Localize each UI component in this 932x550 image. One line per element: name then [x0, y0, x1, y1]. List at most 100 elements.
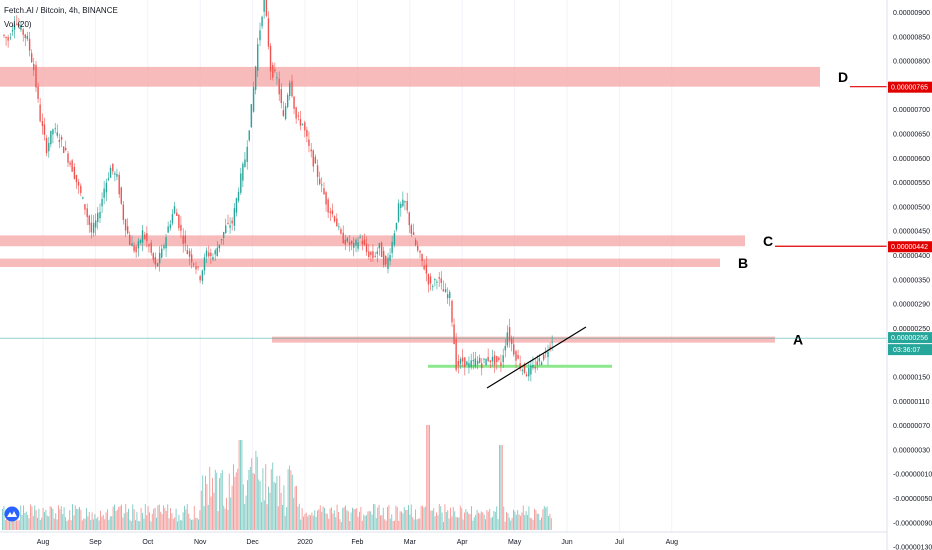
volume-bar — [2, 508, 3, 530]
price-tick-label: 0.00000290 — [893, 302, 930, 309]
volume-bar — [189, 518, 191, 530]
volume-bar — [438, 504, 440, 530]
candle-body — [470, 360, 472, 368]
volume-bar — [382, 507, 384, 530]
volume-bar — [471, 506, 472, 530]
candle-body — [489, 360, 492, 363]
volume-bar — [122, 517, 124, 530]
candle-body — [144, 234, 146, 239]
candle-body — [201, 270, 204, 281]
candle-body — [82, 197, 84, 199]
volume-bar — [86, 508, 87, 530]
volume-bar — [545, 507, 547, 530]
volume-bars — [2, 425, 552, 530]
volume-bar — [279, 475, 281, 530]
volume-bar — [419, 518, 421, 530]
volume-bar — [392, 521, 394, 530]
volume-bar — [284, 515, 286, 530]
volume-bar — [308, 514, 310, 530]
volume-bar — [441, 512, 443, 530]
volume-bar — [280, 492, 282, 530]
candle-body — [440, 278, 442, 283]
candle-body — [523, 363, 526, 373]
volume-bar — [186, 504, 188, 530]
volume-bar — [252, 473, 254, 530]
volume-bar — [294, 486, 296, 530]
candle-body — [323, 188, 325, 195]
volume-bar — [312, 515, 314, 530]
countdown-badge — [888, 344, 932, 356]
candle-body — [141, 230, 144, 243]
candle-body — [329, 211, 332, 213]
volume-bar — [436, 512, 437, 530]
volume-bar — [62, 514, 64, 530]
candle-body — [148, 244, 150, 247]
volume-bar — [388, 505, 390, 530]
candle-body — [425, 264, 428, 274]
volume-bar — [457, 517, 458, 530]
volume-bar — [111, 516, 113, 530]
price-tick-label: -0.00000090 — [893, 520, 932, 527]
candle-body — [109, 167, 112, 178]
candle-body — [33, 63, 35, 71]
volume-bar — [46, 515, 48, 530]
zone-label-a: A — [793, 331, 803, 347]
volume-bar — [112, 506, 114, 530]
time-tick-label: Mar — [404, 539, 417, 546]
volume-bar — [198, 519, 199, 530]
volume-bar — [524, 514, 526, 530]
volume-bar — [60, 506, 62, 530]
candle-body — [254, 66, 257, 90]
volume-bar — [105, 512, 107, 530]
volume-bar — [202, 475, 204, 530]
volume-bar — [170, 508, 171, 530]
volume-bar — [322, 506, 324, 530]
candle-body — [532, 365, 534, 368]
candle-body — [276, 77, 278, 79]
candle-body — [491, 356, 494, 362]
volume-bar — [486, 510, 488, 530]
volume-bar — [73, 515, 75, 530]
volume-bar — [535, 510, 537, 530]
volume-bar — [354, 509, 356, 530]
price-tick-label: 0.00000110 — [893, 399, 930, 406]
candle-body — [308, 139, 310, 146]
volume-bar — [296, 485, 297, 530]
volume-bar — [314, 510, 316, 530]
volume-bar — [336, 504, 338, 530]
volume-bar — [255, 450, 257, 530]
candle-body — [124, 219, 127, 231]
volume-bar — [95, 518, 97, 530]
volume-bar — [531, 518, 533, 530]
volume-bar — [520, 515, 521, 530]
volume-bar — [413, 519, 415, 530]
volume-bar — [28, 518, 30, 530]
candle-body — [350, 241, 353, 244]
candle-body — [551, 341, 553, 343]
candle-body — [171, 214, 174, 224]
volume-bar — [459, 505, 461, 530]
candle-body — [9, 37, 12, 39]
candle-body — [284, 106, 287, 120]
volume-bar — [350, 512, 352, 530]
candle-body — [340, 229, 342, 234]
volume-bar — [476, 509, 478, 530]
candle-body — [528, 368, 530, 377]
volume-bar — [34, 505, 36, 530]
candle-body — [26, 35, 29, 40]
current-price-badge — [888, 332, 932, 344]
candle-body — [301, 123, 304, 125]
volume-bar — [430, 510, 432, 530]
candle-body — [408, 212, 410, 226]
chart-legend: Fetch.AI / Bitcoin, 4h, BINANCE Vol (20) — [4, 4, 118, 32]
volume-bar — [532, 519, 534, 530]
price-tick-label: -0.00000050 — [893, 496, 932, 503]
candle-body — [540, 362, 543, 366]
candle-body — [7, 37, 9, 41]
candle-body — [65, 148, 67, 151]
candle-body — [101, 199, 103, 207]
volume-bar — [241, 440, 243, 530]
volume-bar — [332, 513, 334, 530]
volume-bar — [100, 510, 101, 530]
